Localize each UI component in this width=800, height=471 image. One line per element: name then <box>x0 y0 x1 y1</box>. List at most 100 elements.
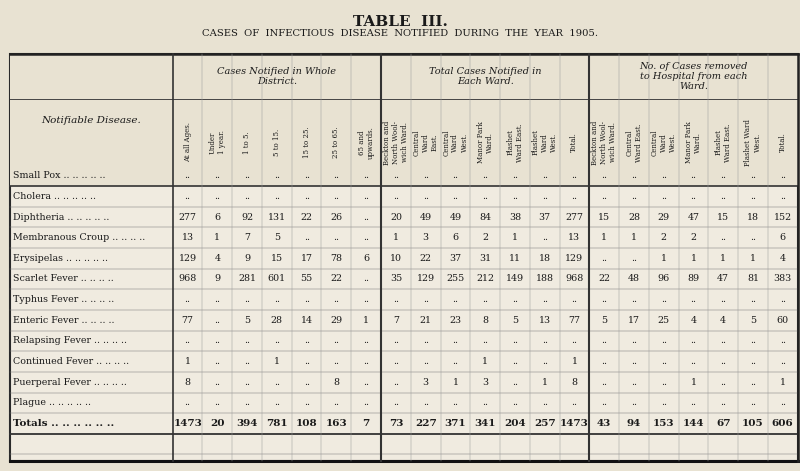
Text: Small Pox .. .. .. .. ..: Small Pox .. .. .. .. .. <box>13 171 106 180</box>
Text: 89: 89 <box>687 275 699 284</box>
Text: 968: 968 <box>566 275 583 284</box>
Text: Plashet
Ward East.: Plashet Ward East. <box>506 123 523 162</box>
Text: ..: .. <box>750 192 756 201</box>
Text: ..: .. <box>453 171 458 180</box>
Text: ..: .. <box>214 295 220 304</box>
Text: ..: .. <box>334 336 339 345</box>
Text: 4: 4 <box>720 316 726 325</box>
Text: Cholera .. .. .. .. ..: Cholera .. .. .. .. .. <box>13 192 96 201</box>
Text: ..: .. <box>690 398 697 407</box>
Text: ..: .. <box>601 357 607 366</box>
Text: ..: .. <box>363 171 369 180</box>
Text: 6: 6 <box>780 233 786 242</box>
Text: ..: .. <box>542 233 548 242</box>
Text: 1: 1 <box>453 378 458 387</box>
Text: 149: 149 <box>506 275 524 284</box>
Text: 28: 28 <box>271 316 283 325</box>
Text: 9: 9 <box>214 275 221 284</box>
Text: ..: .. <box>690 336 697 345</box>
Text: ..: .. <box>631 254 637 263</box>
Text: ..: .. <box>363 336 369 345</box>
Text: At all Ages.: At all Ages. <box>183 122 191 162</box>
Text: 1: 1 <box>631 233 637 242</box>
Text: 29: 29 <box>330 316 342 325</box>
Text: ..: .. <box>780 192 786 201</box>
Text: ..: .. <box>661 295 666 304</box>
Text: 2: 2 <box>661 233 666 242</box>
Text: ..: .. <box>571 192 578 201</box>
Text: 26: 26 <box>330 212 342 221</box>
Text: ..: .. <box>244 336 250 345</box>
Text: ..: .. <box>482 171 488 180</box>
Text: ..: .. <box>244 295 250 304</box>
Text: ..: .. <box>631 192 637 201</box>
Text: 28: 28 <box>628 212 640 221</box>
Text: 6: 6 <box>214 212 221 221</box>
Text: ..: .. <box>422 357 429 366</box>
Text: Beckton and
North Wool-
wich Ward.: Beckton and North Wool- wich Ward. <box>382 121 409 164</box>
Text: Plague .. .. .. .. ..: Plague .. .. .. .. .. <box>13 398 91 407</box>
Text: ..: .. <box>690 357 697 366</box>
Text: No. of Cases removed
to Hospital from each
Ward.: No. of Cases removed to Hospital from ea… <box>639 62 748 91</box>
Text: ..: .. <box>512 192 518 201</box>
Text: 371: 371 <box>445 419 466 428</box>
Text: 15: 15 <box>598 212 610 221</box>
Text: 1: 1 <box>214 233 220 242</box>
Text: 781: 781 <box>266 419 288 428</box>
Text: 1: 1 <box>363 316 369 325</box>
Text: ..: .. <box>631 171 637 180</box>
Text: 49: 49 <box>419 212 432 221</box>
Text: ..: .. <box>661 398 666 407</box>
Text: Notifiable Disease.: Notifiable Disease. <box>42 115 141 125</box>
Text: 212: 212 <box>476 275 494 284</box>
Text: 606: 606 <box>772 419 794 428</box>
Text: ..: .. <box>244 171 250 180</box>
Text: 13: 13 <box>538 316 550 325</box>
Text: ..: .. <box>720 295 726 304</box>
Text: 1: 1 <box>482 357 488 366</box>
Text: 204: 204 <box>504 419 526 428</box>
Text: 1 to 5.: 1 to 5. <box>243 131 251 154</box>
Text: ..: .. <box>512 378 518 387</box>
Text: ..: .. <box>334 398 339 407</box>
Text: ..: .. <box>750 233 756 242</box>
Text: ..: .. <box>750 295 756 304</box>
Text: ..: .. <box>512 357 518 366</box>
Text: 77: 77 <box>182 316 194 325</box>
Text: 153: 153 <box>653 419 674 428</box>
Text: ..: .. <box>512 295 518 304</box>
Text: ..: .. <box>780 171 786 180</box>
Text: 5: 5 <box>601 316 607 325</box>
Text: ..: .. <box>690 192 697 201</box>
Text: 81: 81 <box>747 275 759 284</box>
Text: ..: .. <box>482 398 488 407</box>
Text: ..: .. <box>185 398 190 407</box>
Text: Total.: Total. <box>570 132 578 153</box>
Text: ..: .. <box>571 336 578 345</box>
Text: 49: 49 <box>450 212 462 221</box>
Text: ..: .. <box>661 357 666 366</box>
Text: 55: 55 <box>301 275 313 284</box>
Text: ..: .. <box>453 357 458 366</box>
Text: 8: 8 <box>482 316 488 325</box>
Text: 108: 108 <box>296 419 318 428</box>
Text: Beckton and
North Wool-
wich Ward.: Beckton and North Wool- wich Ward. <box>591 121 618 164</box>
Text: 22: 22 <box>330 275 342 284</box>
Text: ..: .. <box>750 336 756 345</box>
Text: 22: 22 <box>598 275 610 284</box>
Text: ..: .. <box>244 378 250 387</box>
Text: ..: .. <box>334 295 339 304</box>
Text: ..: .. <box>334 192 339 201</box>
Text: ..: .. <box>422 336 429 345</box>
Text: ..: .. <box>274 336 280 345</box>
Text: 2: 2 <box>690 233 697 242</box>
Text: 17: 17 <box>301 254 313 263</box>
Text: ..: .. <box>274 295 280 304</box>
Text: 48: 48 <box>628 275 640 284</box>
Text: 35: 35 <box>390 275 402 284</box>
Text: 43: 43 <box>597 419 611 428</box>
Text: 67: 67 <box>716 419 730 428</box>
Text: ..: .. <box>393 171 399 180</box>
Text: 96: 96 <box>658 275 670 284</box>
Text: Scarlet Fever .. .. .. ..: Scarlet Fever .. .. .. .. <box>13 275 114 284</box>
